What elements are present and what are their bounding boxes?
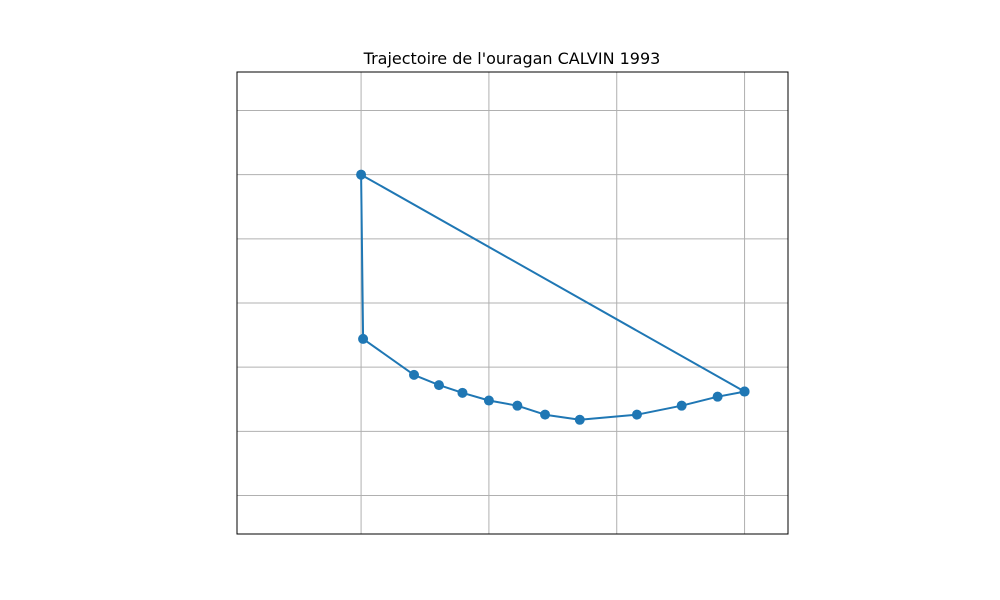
trajectory-point xyxy=(512,400,523,411)
trajectory-point xyxy=(631,409,642,420)
trajectory-point xyxy=(540,409,551,420)
series-layer xyxy=(356,169,750,425)
trajectory-point xyxy=(433,380,444,391)
trajectory-point xyxy=(409,369,420,380)
grid xyxy=(237,72,788,534)
trajectory-point xyxy=(676,400,687,411)
trajectory-point xyxy=(574,414,585,425)
axes-frame xyxy=(236,71,789,535)
trajectory-point xyxy=(457,387,468,398)
trajectory-point xyxy=(358,333,369,344)
trajectory-point xyxy=(739,386,750,397)
trajectory-line xyxy=(360,173,746,421)
plot-area xyxy=(236,71,789,535)
trajectory-point xyxy=(356,169,367,180)
chart-title: Trajectoire de l'ouragan CALVIN 1993 xyxy=(363,49,661,68)
trajectory-point xyxy=(712,391,723,402)
trajectory-point xyxy=(483,395,494,406)
